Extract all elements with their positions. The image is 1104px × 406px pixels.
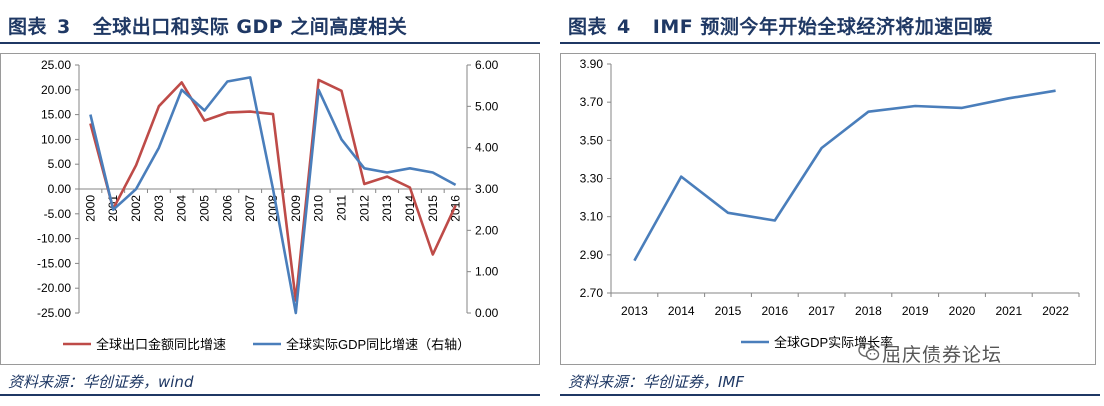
- x-tick-label: 2007: [243, 195, 257, 222]
- right-y-tick-label: 4.00: [475, 141, 499, 155]
- x-tick-label: 2012: [357, 195, 371, 222]
- y-tick-label: 3.90: [580, 57, 604, 71]
- y-tick-label: 2.90: [580, 248, 604, 262]
- x-tick-label: 2013: [380, 195, 394, 222]
- y-tick-label: 3.30: [580, 172, 604, 186]
- x-tick-label: 2009: [289, 195, 303, 222]
- y-tick-label: 3.50: [580, 133, 604, 147]
- figure-4-bottom-rule: [560, 394, 1100, 396]
- figure-3-chart-frame: 25.00 20.00 15.00 10.00 5.00 0.00 -5.00 -10.00 -…: [0, 53, 540, 365]
- figure-4-source: 资料来源：华创证券，IMF: [568, 373, 744, 391]
- x-tick-label: 2020: [949, 304, 976, 318]
- x-tick-label: 2021: [995, 304, 1022, 318]
- figure-4-panel: 图表 4 IMF 预测今年开始全球经济将加速回暖 3.90 3.70 3.50 3.30 3…: [560, 0, 1104, 406]
- left-y-tick-label: 5.00: [48, 157, 72, 171]
- left-y-tick-label: 15.00: [41, 108, 71, 122]
- gdp-growth-line: [89, 76, 457, 315]
- left-y-tick-label: -25.00: [37, 306, 71, 320]
- figure-3-number: 3: [57, 16, 71, 38]
- world-gdp-legend-label: 全球GDP实际增长率: [774, 335, 893, 350]
- figure-4-chart-frame: 3.90 3.70 3.50 3.30 3.10 2.90 2.70 2013 2014 2015…: [560, 53, 1096, 365]
- figure-3-source: 资料来源：华创证券，wind: [8, 373, 194, 391]
- y-tick-label: 3.70: [580, 95, 604, 109]
- y-tick-label: 2.70: [580, 286, 604, 300]
- figure-3-prefix: 图表: [8, 16, 48, 38]
- figure-4-title-text: IMF 预测今年开始全球经济将加速回暖: [652, 16, 993, 38]
- left-y-tick-label: -15.00: [37, 256, 71, 270]
- figure-3-title-rule: [0, 42, 540, 44]
- right-y-tick-label: 3.00: [475, 182, 499, 196]
- figure-3-bottom-rule: [0, 394, 540, 396]
- left-y-tick-label: 0.00: [48, 182, 72, 196]
- right-y-tick-label: 1.00: [475, 265, 499, 279]
- x-tick-label: 2017: [808, 304, 835, 318]
- x-tick-label: 2015: [426, 195, 440, 222]
- figure-3-title-text: 全球出口和实际 GDP 之间高度相关: [92, 16, 408, 38]
- figure-3-title: 图表 3 全球出口和实际 GDP 之间高度相关: [8, 12, 407, 39]
- wechat-icon: [858, 342, 880, 361]
- left-y-tick-label: 20.00: [41, 83, 71, 97]
- figure-4-title-rule: [560, 42, 1100, 44]
- figure-4-prefix: 图表: [568, 16, 608, 38]
- x-tick-label: 2010: [312, 195, 326, 222]
- x-tick-label: 2018: [855, 304, 882, 318]
- x-tick-label: 2005: [198, 195, 212, 222]
- right-y-tick-label: 0.00: [475, 306, 499, 320]
- right-y-tick-label: 6.00: [475, 58, 499, 72]
- world-gdp-growth-line: [633, 89, 1056, 262]
- figure-4-number: 4: [617, 16, 631, 38]
- x-tick-label: 2016: [761, 304, 788, 318]
- watermark-text: 屈庆债券论坛: [882, 344, 1003, 366]
- right-y-tick-label: 2.00: [475, 223, 499, 237]
- left-y-tick-label: -5.00: [44, 207, 72, 221]
- x-tick-label: 2019: [902, 304, 929, 318]
- x-tick-label: 2015: [715, 304, 742, 318]
- x-tick-label: 2022: [1042, 304, 1069, 318]
- figure-4-title: 图表 4 IMF 预测今年开始全球经济将加速回暖: [568, 12, 993, 39]
- x-tick-label: 2014: [668, 304, 695, 318]
- left-y-tick-label: 10.00: [41, 132, 71, 146]
- left-y-tick-label: 25.00: [41, 58, 71, 72]
- x-tick-label: 2006: [220, 195, 234, 222]
- gdp-growth-legend-label: 全球实际GDP同比增速（右轴）: [286, 337, 470, 352]
- export-growth-line: [89, 78, 457, 302]
- x-tick-label: 2011: [334, 195, 348, 221]
- y-tick-label: 3.10: [580, 210, 604, 224]
- export-growth-legend-label: 全球出口金额同比增速: [96, 337, 226, 352]
- left-y-tick-label: -20.00: [37, 281, 71, 295]
- figure-3-chart: 25.00 20.00 15.00 10.00 5.00 0.00 -5.00 -10.00 -…: [37, 58, 499, 352]
- x-tick-label: 2013: [621, 304, 648, 318]
- left-y-tick-label: -10.00: [37, 232, 71, 246]
- x-tick-label: 2002: [129, 195, 143, 222]
- x-tick-label: 2003: [152, 195, 166, 222]
- figure-3-panel: 图表 3 全球出口和实际 GDP 之间高度相关 25.00 20.00 15.00 10.…: [0, 0, 540, 406]
- x-tick-label: 2000: [83, 195, 97, 222]
- figure-4-chart: 3.90 3.70 3.50 3.30 3.10 2.90 2.70 2013 2014 2015…: [580, 57, 1080, 350]
- right-y-tick-label: 5.00: [475, 99, 499, 113]
- x-tick-label: 2004: [175, 195, 189, 222]
